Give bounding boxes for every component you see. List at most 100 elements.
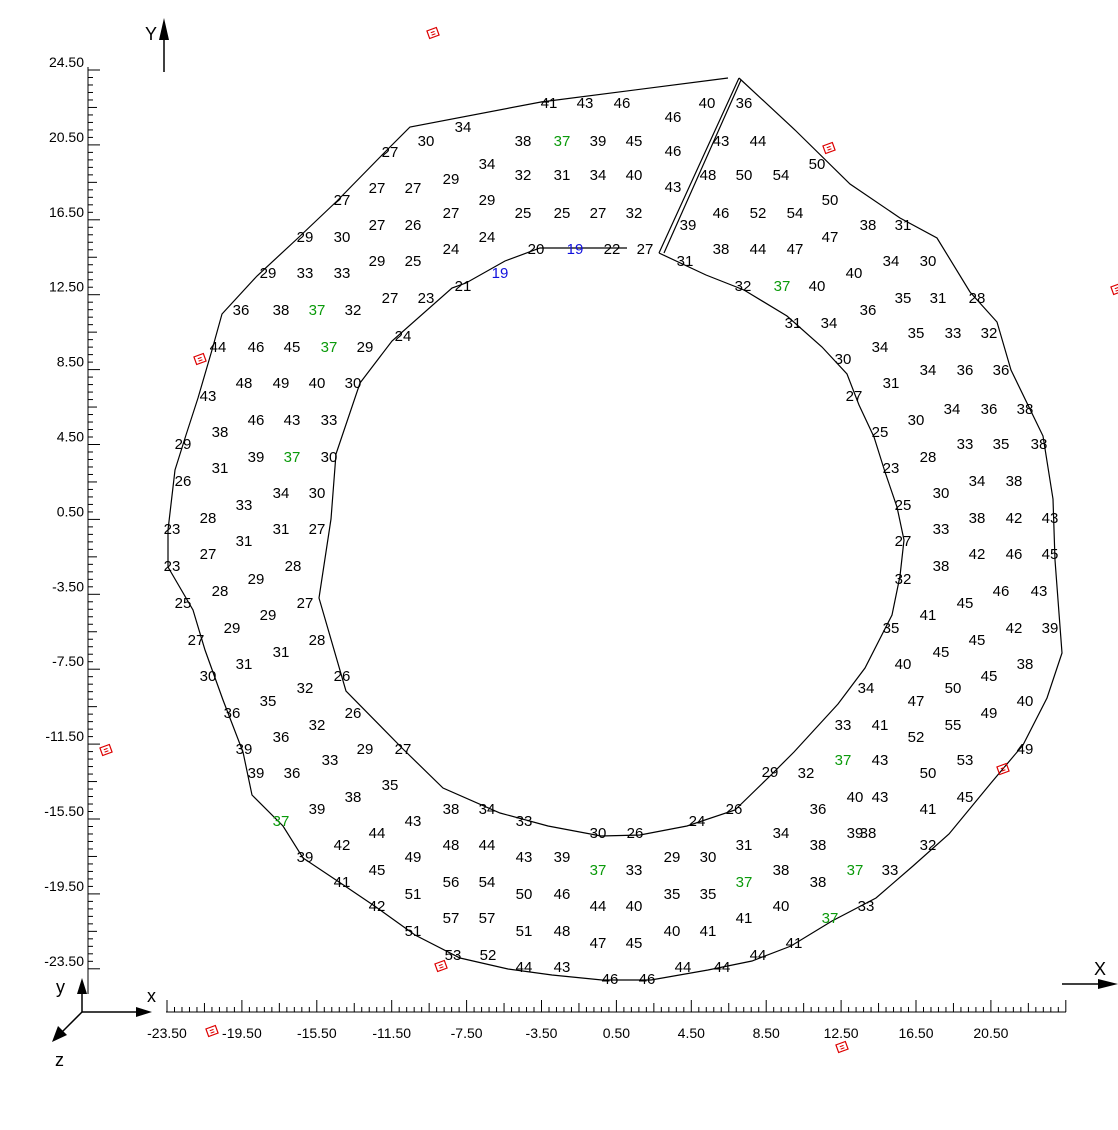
- x-tick-label: 12.50: [824, 1025, 859, 1041]
- y-tick-label: 0.50: [57, 503, 84, 519]
- node-value-label: 39: [554, 849, 571, 866]
- node-value-label: 52: [908, 729, 925, 746]
- node-value-label: 23: [883, 460, 900, 477]
- node-value-label: 38: [969, 510, 986, 527]
- node-value-label: 28: [309, 632, 326, 649]
- node-value-label: 33: [516, 813, 533, 830]
- node-value-label: 46: [993, 583, 1010, 600]
- node-value-label: 36: [860, 302, 877, 319]
- node-value-label: 33: [322, 752, 339, 769]
- node-value-label: 35: [883, 620, 900, 637]
- node-value-label: 45: [957, 789, 974, 806]
- node-value-label: 44: [714, 959, 731, 976]
- node-labels: 41 43 46 46 40 36 34 30 38 37 39 45 46 43 44 27 34 50 27 27…: [164, 95, 1059, 988]
- node-value-label: 35: [908, 325, 925, 342]
- node-value-label: 27: [395, 741, 412, 758]
- node-value-label: 30: [700, 849, 717, 866]
- node-value-label: 35: [895, 290, 912, 307]
- marker-icon: [193, 352, 207, 366]
- y-tick-label: -23.50: [44, 953, 84, 969]
- node-value-label: 29: [248, 571, 265, 588]
- node-value-label: 40: [664, 923, 681, 940]
- y-tick-label: 24.50: [49, 54, 84, 70]
- node-value-label: 54: [773, 167, 790, 184]
- node-value-label: 26: [627, 825, 644, 842]
- node-value-label: 30: [920, 253, 937, 270]
- node-value-label: 43: [405, 813, 422, 830]
- node-value-label: 32: [798, 765, 815, 782]
- node-value-label: 42: [369, 898, 386, 915]
- node-value-label: 43: [872, 752, 889, 769]
- node-value-label: 26: [175, 473, 192, 490]
- node-value-label: 31: [273, 644, 290, 661]
- node-value-label: 44: [369, 825, 386, 842]
- node-value-label: 44: [516, 959, 533, 976]
- node-value-label: 43: [713, 133, 730, 150]
- node-value-label: 39: [847, 825, 864, 842]
- node-value-label: 27: [637, 241, 654, 258]
- axis-triad: y x z: [52, 977, 156, 1070]
- x-arrow-icon: [1098, 979, 1118, 989]
- x-tick-label: 0.50: [603, 1025, 630, 1041]
- node-value-label: 31: [273, 521, 290, 538]
- node-value-label: 39: [297, 849, 314, 866]
- node-value-label: 26: [345, 705, 362, 722]
- node-value-label: 36: [736, 95, 753, 112]
- node-value-label: 29: [479, 192, 496, 209]
- y-tick-label: -7.50: [52, 653, 84, 669]
- node-value-label: 39: [590, 133, 607, 150]
- node-value-label: 28: [212, 583, 229, 600]
- x-tick-label: 8.50: [753, 1025, 780, 1041]
- node-value-label: 36: [981, 401, 998, 418]
- node-value-label: 34: [773, 825, 790, 842]
- node-value-label: 43: [872, 789, 889, 806]
- node-value-label: 25: [554, 205, 571, 222]
- node-value-label: 38: [345, 789, 362, 806]
- node-value-label: 47: [590, 935, 607, 952]
- node-value-label: 43: [665, 179, 682, 196]
- node-value-label: 42: [1006, 620, 1023, 637]
- node-value-label: 53: [957, 752, 974, 769]
- triad-y-arrow-icon: [77, 978, 87, 994]
- node-value-label: 23: [164, 558, 181, 575]
- node-value-label: 27: [369, 180, 386, 197]
- node-value-label: 38: [810, 874, 827, 891]
- node-value-label: 38: [773, 862, 790, 879]
- y-tick-label: -15.50: [44, 803, 84, 819]
- node-value-label: 25: [895, 497, 912, 514]
- node-value-label: 38: [860, 217, 877, 234]
- node-value-label: 46: [602, 971, 619, 988]
- node-value-label: 55: [945, 717, 962, 734]
- node-value-label: 33: [858, 898, 875, 915]
- y-tick-label: 16.50: [49, 204, 84, 220]
- node-value-label: 24: [395, 328, 412, 345]
- node-value-label: 34: [858, 680, 875, 697]
- node-value-label: 32: [515, 167, 532, 184]
- node-value-label: 29: [260, 265, 277, 282]
- node-value-label: 46: [665, 143, 682, 160]
- node-value-label: 31: [236, 533, 253, 550]
- node-value-label: 27: [382, 290, 399, 307]
- node-value-label: 50: [809, 156, 826, 173]
- node-value-label: 36: [233, 302, 250, 319]
- node-value-label: 27: [188, 632, 205, 649]
- node-value-label: 19: [492, 265, 509, 282]
- node-value-label: 37: [835, 752, 852, 769]
- node-value-label: 27: [369, 217, 386, 234]
- node-value-label: 48: [443, 837, 460, 854]
- node-value-label: 34: [883, 253, 900, 270]
- triad-x-label: x: [147, 986, 156, 1006]
- y-tick-label: -19.50: [44, 878, 84, 894]
- node-value-label: 44: [750, 241, 767, 258]
- node-value-label: 32: [309, 717, 326, 734]
- node-value-label: 24: [443, 241, 460, 258]
- marker-layer: [99, 26, 1118, 1054]
- node-value-label: 45: [933, 644, 950, 661]
- node-value-label: 26: [334, 668, 351, 685]
- node-value-label: 43: [1031, 583, 1048, 600]
- node-value-label: 25: [515, 205, 532, 222]
- node-value-label: 41: [920, 607, 937, 624]
- node-value-label: 35: [382, 777, 399, 794]
- node-value-label: 45: [369, 862, 386, 879]
- node-value-label: 33: [882, 862, 899, 879]
